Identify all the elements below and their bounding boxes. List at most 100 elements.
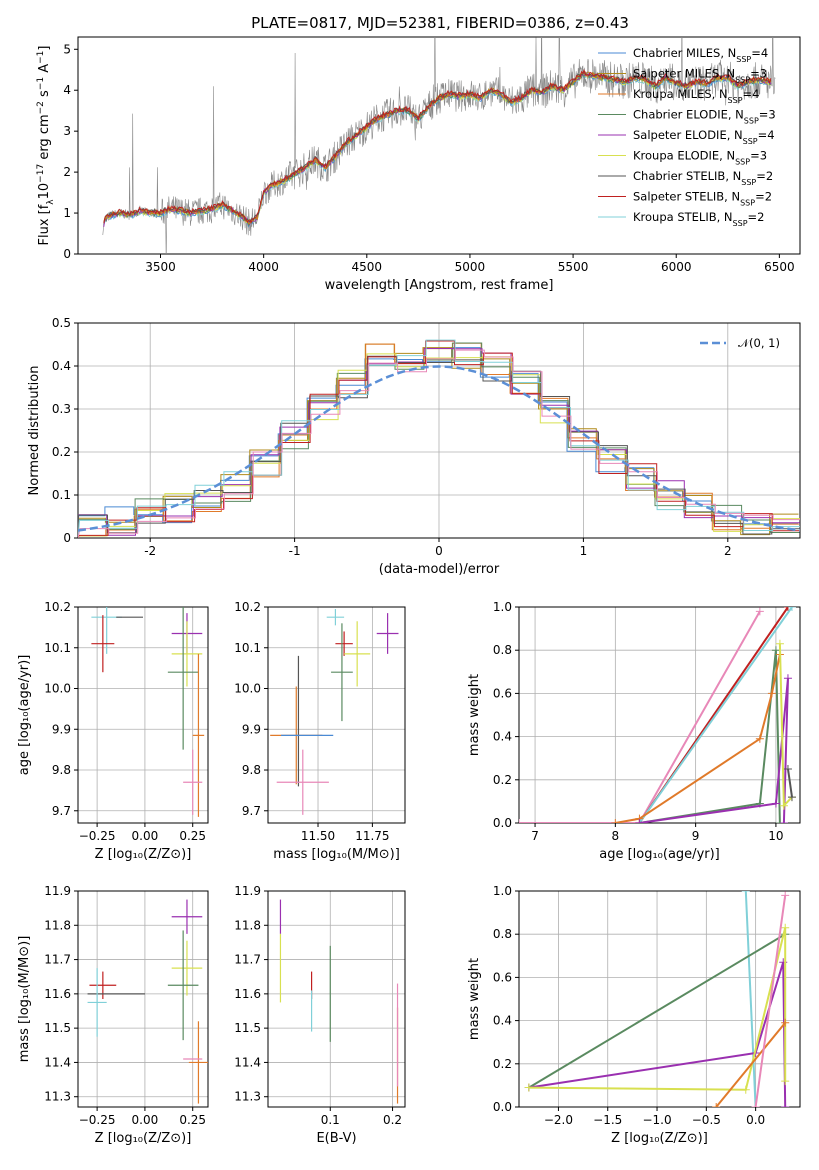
legend-name: Chabrier MILES, N: [633, 46, 736, 60]
weight-marker: [779, 801, 788, 810]
y-tick-label: 0.6: [493, 686, 512, 700]
x-tick-label: 10: [768, 829, 783, 843]
weight-marker: [787, 793, 796, 802]
data-point: [89, 971, 117, 999]
legend-value: =2: [748, 210, 765, 224]
x-axis-label: E(B-V): [316, 1131, 356, 1146]
points-area: [279, 899, 399, 1104]
weight-marker: [781, 1077, 790, 1086]
weight-marker: [775, 819, 784, 823]
weight-line: [639, 650, 781, 823]
y-tick-label: 11.3: [234, 1090, 261, 1104]
x-tick-label: 5000: [455, 260, 486, 274]
legend-sub: SSP: [735, 75, 750, 84]
data-point: [167, 607, 199, 750]
y-tick-label: 1: [63, 206, 71, 220]
legend-sub: SSP: [736, 55, 751, 64]
data-point: [192, 653, 205, 817]
weight-marker: [781, 891, 790, 900]
x-tick-label: 11.75: [355, 829, 389, 843]
data-point: [188, 1021, 208, 1104]
y-axis-label-part: λ: [46, 199, 56, 205]
x-tick-label: -1: [289, 544, 301, 558]
weight-line: [528, 933, 786, 1089]
y-axis-label-part: A: [37, 64, 52, 77]
plot-layer: 3500 4000 4500 5000 5500 6000 6500 0 1 2 3 4 5 wavele…: [17, 36, 801, 1146]
y-tick-label: 9.7: [242, 804, 261, 818]
weight-marker: [635, 819, 644, 823]
y-tick-label: 0.2: [493, 773, 512, 787]
y-tick-label: 10.1: [234, 641, 261, 655]
weight-line: [528, 927, 787, 1091]
y-tick-label: 1.0: [493, 884, 512, 898]
y-tick-label: 0.0: [493, 816, 512, 830]
weight-line: [754, 895, 787, 1107]
legend-sub: SSP: [728, 96, 743, 105]
legend-sub: SSP: [733, 219, 748, 228]
x-tick-label: 0.00: [132, 1113, 159, 1127]
legend-name: Salpeter STELIB, N: [633, 190, 740, 204]
legend-sub: SSP: [740, 198, 755, 207]
y-tick-label: 10.2: [234, 600, 261, 614]
data-point: [376, 613, 399, 654]
axes-frame: [77, 322, 801, 539]
legend-value: =4: [758, 128, 775, 142]
axes-frame: [267, 606, 406, 824]
data-point: [344, 621, 371, 687]
legend-name: Chabrier ELODIE, N: [633, 108, 744, 122]
data-point: [335, 631, 353, 656]
x-axis-label: Z [log₁₀(Z/Z⊙)]: [611, 1131, 708, 1146]
weight-line: [787, 768, 793, 798]
x-tick-label: −1.0: [642, 1113, 671, 1127]
mass-weight-vs-Z-axes: −2.0 −1.5 −1.0 −0.5 0.0 0.0 0.2 0.4 0.6 0.8 1.0 Z […: [467, 884, 801, 1146]
histogram-step: [78, 342, 800, 538]
weight-marker: [771, 646, 780, 655]
legend-value: =3: [759, 108, 776, 122]
y-tick-label: 11.8: [44, 918, 71, 932]
y-tick-label: 11.9: [234, 884, 261, 898]
y-tick-label: 11.8: [234, 918, 261, 932]
y-tick-label: 11.5: [44, 1021, 71, 1035]
data-point: [167, 930, 199, 1041]
y-tick-label: 11.4: [44, 1055, 71, 1069]
weight-line: [715, 1022, 786, 1107]
x-axis-label: mass [log₁₀(M/M⊙)]: [273, 847, 400, 862]
spectrum-data-line: [102, 37, 776, 254]
y-axis-label-part: −17: [36, 164, 46, 183]
x-tick-label: −2.0: [544, 1113, 573, 1127]
weight-marker: [783, 765, 792, 773]
y-tick-label: 0.0: [493, 1100, 512, 1114]
y-axis-label: mass weight: [467, 674, 482, 756]
legend-entry: 𝒩(0, 1): [738, 336, 780, 350]
data-point: [331, 623, 353, 722]
legend-sub: SSP: [741, 178, 756, 187]
y-tick-label: 0.4: [52, 359, 71, 373]
histogram-step: [78, 343, 799, 538]
x-tick-label: 0.25: [179, 1113, 206, 1127]
x-tick-label: 3500: [145, 260, 176, 274]
x-tick-label: 9: [692, 829, 700, 843]
model-line-salpeter-stelib: [103, 68, 772, 224]
figure-title: PLATE=0817, MJD=52381, FIBERID=0386, z=0…: [251, 14, 629, 32]
legend-name: Chabrier STELIB, N: [633, 169, 741, 183]
x-axis-label: (data-model)/error: [379, 562, 500, 577]
weight-marker: [781, 923, 790, 932]
y-tick-label: 2: [63, 165, 71, 179]
weight-marker: [755, 607, 764, 616]
axes-frame: [267, 890, 406, 1108]
legend-entry: Salpeter STELIB, NSSP=2: [633, 190, 772, 208]
weight-line: [519, 610, 761, 823]
weight-marker: [781, 1018, 790, 1027]
points-area: [87, 899, 208, 1104]
weight-marker: [741, 1085, 750, 1094]
weight-marker: [751, 1103, 760, 1107]
y-tick-label: 11.6: [44, 987, 71, 1001]
weight-marker: [755, 734, 764, 743]
histogram-step: [78, 349, 800, 538]
legend-name: Kroupa MILES, N: [633, 87, 728, 101]
y-tick-label: 0.2: [493, 1057, 512, 1071]
age-vs-Z-axes: −0.25 0.00 0.25 9.7 9.8 9.9 10.0 10.1 10.2 Z [log…: [17, 600, 209, 862]
spectrum-axes: 3500 4000 4500 5000 5500 6000 6500 0 1 2 3 4 5 wavele…: [36, 36, 801, 293]
